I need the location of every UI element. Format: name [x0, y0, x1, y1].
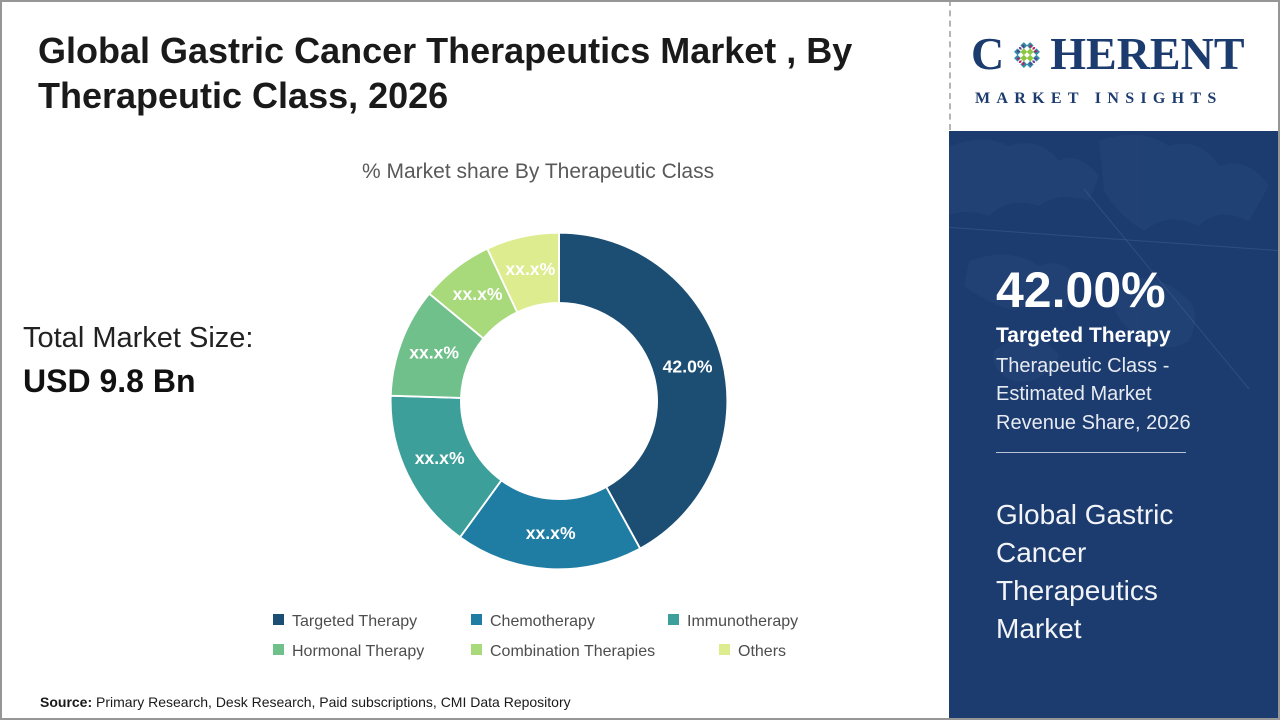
svg-text:xx.x%: xx.x%	[526, 523, 576, 543]
svg-text:42.0%: 42.0%	[663, 356, 713, 376]
svg-text:xx.x%: xx.x%	[409, 342, 459, 362]
svg-text:xx.x%: xx.x%	[505, 259, 555, 279]
svg-text:xx.x%: xx.x%	[453, 284, 503, 304]
svg-text:xx.x%: xx.x%	[415, 448, 465, 468]
